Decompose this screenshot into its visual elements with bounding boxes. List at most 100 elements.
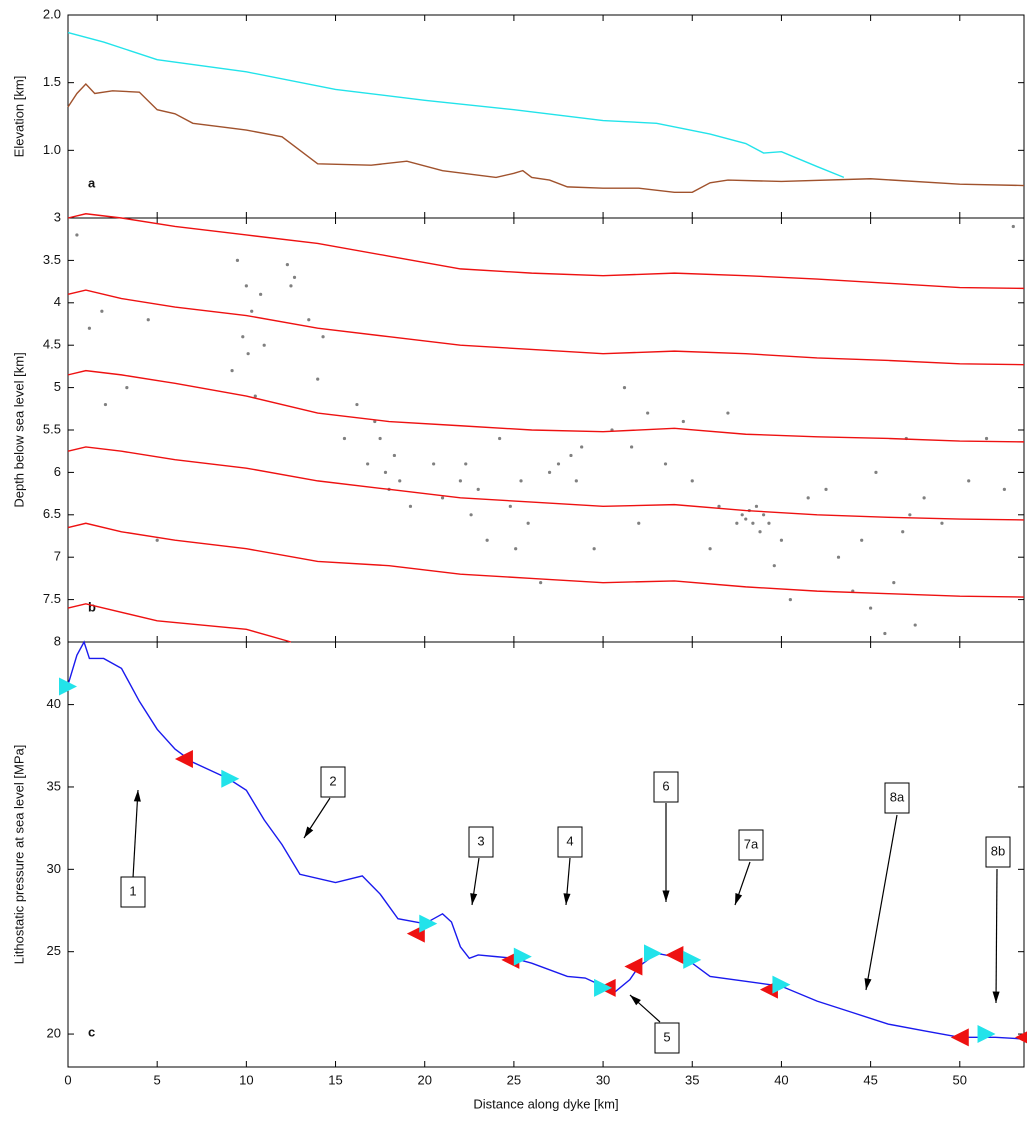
event-point xyxy=(125,386,129,390)
event-point xyxy=(366,462,370,466)
annotation-box xyxy=(653,771,679,803)
event-point xyxy=(580,445,584,449)
annotation-box xyxy=(738,829,764,861)
panel-label: a xyxy=(88,175,96,190)
event-point xyxy=(967,479,971,483)
arrow-head xyxy=(992,991,1000,1003)
event-point xyxy=(717,504,721,508)
x-tick-label: 15 xyxy=(328,1072,342,1087)
triangle-marker xyxy=(772,975,791,994)
triangle-marker xyxy=(683,950,702,969)
y-tick-label: 1.5 xyxy=(43,74,61,89)
panel-label: b xyxy=(88,599,96,614)
event-point xyxy=(146,318,150,322)
data-line xyxy=(67,369,1025,443)
data-line xyxy=(67,31,845,179)
event-point xyxy=(355,402,359,407)
arrow-head xyxy=(563,893,571,905)
event-point xyxy=(250,309,254,313)
event-point xyxy=(498,436,502,441)
y-tick-label: 7 xyxy=(54,549,61,564)
event-point xyxy=(901,530,905,534)
x-tick-label: 0 xyxy=(64,1072,71,1087)
annotation-label: 8a xyxy=(890,789,905,804)
y-tick-label: 5 xyxy=(54,379,61,394)
event-point xyxy=(708,547,712,551)
triangle-marker xyxy=(174,749,193,768)
y-axis-label: Elevation [km] xyxy=(11,76,26,158)
event-point xyxy=(392,453,396,458)
event-point xyxy=(922,496,926,500)
y-tick-label: 30 xyxy=(47,861,61,876)
event-point xyxy=(883,631,887,636)
triangle-marker xyxy=(644,944,663,963)
triangle-marker xyxy=(624,957,643,976)
event-point xyxy=(574,479,578,483)
arrow-head xyxy=(470,893,478,905)
y-tick-label: 25 xyxy=(47,943,61,958)
x-tick-label: 45 xyxy=(863,1072,877,1087)
arrow-head xyxy=(864,978,872,990)
event-point xyxy=(485,538,489,542)
event-point xyxy=(779,538,784,542)
event-point xyxy=(514,547,518,551)
y-tick-label: 20 xyxy=(47,1025,61,1040)
event-point xyxy=(307,318,311,322)
annotation-label: 7a xyxy=(744,836,759,851)
arrow-head xyxy=(735,893,743,905)
annotation-box xyxy=(320,766,346,798)
triangle-marker xyxy=(221,769,240,788)
y-tick-label: 35 xyxy=(47,778,61,793)
event-point xyxy=(432,462,436,466)
event-point xyxy=(321,335,325,339)
event-point xyxy=(761,513,766,517)
x-tick-label: 30 xyxy=(596,1072,610,1087)
annotation-box xyxy=(884,782,910,814)
x-tick-label: 35 xyxy=(685,1072,699,1087)
arrow-head xyxy=(662,890,670,902)
triangle-marker xyxy=(950,1028,969,1047)
event-point xyxy=(539,581,543,585)
x-tick-label: 10 xyxy=(239,1072,253,1087)
annotation-arrow xyxy=(995,868,998,1004)
event-point xyxy=(246,352,250,356)
y-tick-label: 5.5 xyxy=(43,421,61,436)
event-point xyxy=(913,623,917,627)
x-tick-label: 25 xyxy=(507,1072,521,1087)
event-point xyxy=(342,436,347,441)
x-tick-label: 50 xyxy=(953,1072,967,1087)
y-tick-label: 7.5 xyxy=(43,591,61,606)
event-point xyxy=(772,564,776,568)
y-tick-label: 4 xyxy=(54,294,61,309)
triangle-marker xyxy=(977,1025,996,1044)
triangle-marker xyxy=(594,978,613,997)
event-point xyxy=(663,462,668,466)
event-point xyxy=(476,487,480,491)
event-point xyxy=(235,258,240,262)
y-tick-label: 2.0 xyxy=(43,6,61,21)
annotation-box xyxy=(557,826,583,858)
annotation-box xyxy=(120,876,146,908)
event-point xyxy=(458,479,462,483)
event-point xyxy=(592,547,596,551)
event-point xyxy=(767,521,771,525)
event-point xyxy=(940,521,944,525)
event-point xyxy=(788,598,792,602)
x-tick-label: 20 xyxy=(417,1072,431,1087)
triangle-marker xyxy=(419,914,438,933)
arrow-head xyxy=(304,826,314,838)
event-point xyxy=(75,233,79,237)
y-tick-label: 40 xyxy=(47,696,61,711)
data-line xyxy=(67,640,1025,1040)
annotation-arrow xyxy=(865,814,898,991)
data-line xyxy=(67,603,292,643)
event-point xyxy=(87,326,92,330)
annotation-label: 3 xyxy=(477,833,484,848)
event-point xyxy=(440,496,445,500)
annotation-label: 4 xyxy=(566,833,573,848)
event-point xyxy=(469,513,473,517)
event-point xyxy=(622,386,627,390)
event-point xyxy=(869,606,873,610)
